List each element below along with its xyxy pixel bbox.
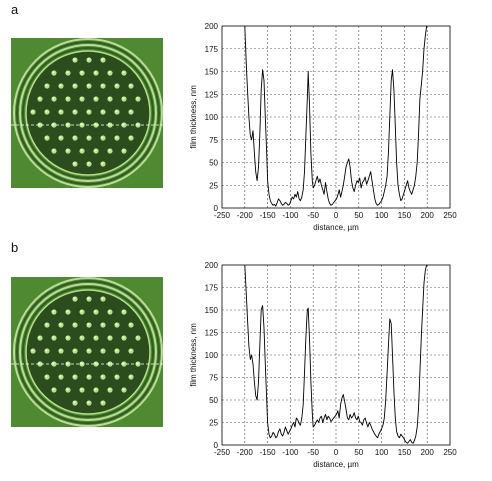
x-tick-label: -200 [237,448,254,457]
x-tick-label: 200 [421,211,435,220]
x-tick-label: 0 [334,448,339,457]
x-tick-label: -150 [260,448,277,457]
x-tick-label: -250 [214,448,231,457]
panel-label-b: b [11,240,19,255]
x-tick-label: 250 [443,448,457,457]
micrograph-a [11,38,163,188]
x-axis-label: distance, µm [313,460,359,469]
series-line [244,25,428,207]
y-tick-label: 75 [209,136,218,145]
y-tick-label: 150 [205,306,219,315]
micrograph-image [11,38,163,188]
panel-label-a: a [11,2,19,17]
y-tick-label: 100 [205,113,219,122]
x-tick-label: -200 [237,211,254,220]
y-tick-label: 175 [205,45,219,54]
x-tick-label: -50 [307,211,319,220]
micrograph-b [11,277,163,427]
series-line [244,264,428,444]
plot-frame [221,264,451,446]
y-tick-label: 200 [205,261,219,270]
x-tick-label: -100 [282,448,299,457]
y-tick-label: 125 [205,329,219,338]
x-tick-label: -100 [282,211,299,220]
y-tick-label: 0 [214,204,219,213]
y-tick-label: 75 [209,374,218,383]
x-tick-label: -250 [214,211,231,220]
y-tick-label: 50 [209,159,218,168]
y-tick-label: 175 [205,284,219,293]
y-tick-label: 0 [214,441,219,450]
y-tick-label: 25 [209,419,218,428]
y-tick-label: 50 [209,396,218,405]
x-tick-label: -50 [307,448,319,457]
y-axis-label: film thickness, nm [189,323,198,387]
x-tick-label: 150 [398,211,412,220]
x-tick-label: 100 [375,211,389,220]
x-tick-label: -150 [260,211,277,220]
y-tick-label: 150 [205,68,219,77]
y-tick-label: 125 [205,90,219,99]
y-axis-label: film thickness, nm [189,85,198,149]
x-tick-label: 150 [398,448,412,457]
y-tick-label: 100 [205,351,219,360]
x-tick-label: 100 [375,448,389,457]
plot-frame [221,25,451,209]
y-tick-label: 25 [209,181,218,190]
x-tick-label: 200 [421,448,435,457]
y-tick-label: 200 [205,22,219,31]
x-tick-label: 50 [354,211,363,220]
x-axis-label: distance, µm [313,223,359,232]
x-tick-label: 250 [443,211,457,220]
x-tick-label: 50 [354,448,363,457]
x-tick-label: 0 [334,211,339,220]
micrograph-image [11,277,163,427]
